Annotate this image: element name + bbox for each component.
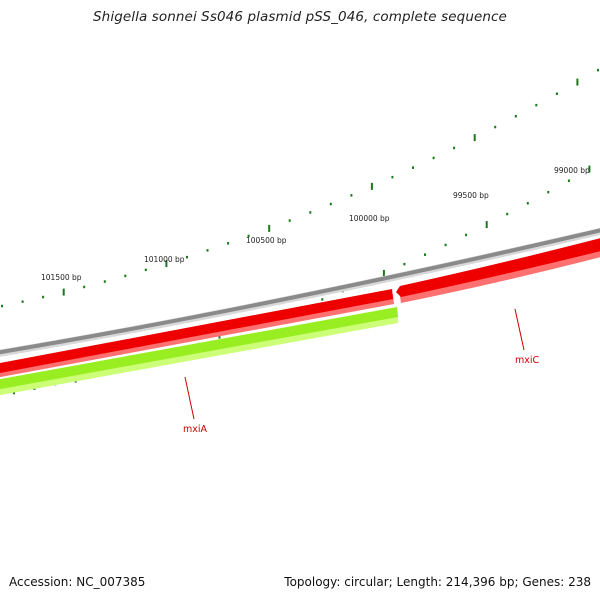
gene-label-mxiC: mxiC [515,355,540,366]
outer-ring-minor-tick [329,202,332,206]
inner-ring-minor-tick [218,336,221,339]
outer-ring-minor-tick [555,92,558,95]
outer-ring-minor-tick [597,68,599,72]
tick-label-100000: 100000 bp [349,214,390,223]
outer-ring-minor-tick [514,115,517,118]
outer-ring-minor-tick [494,125,497,129]
outer-ring-minor-tick [247,234,250,238]
inner-ring-minor-tick [321,298,324,301]
inner-ring-minor-tick [424,253,426,256]
inner-ring-minor-tick [13,391,15,395]
mxiC-label-line [514,308,525,351]
outer-ring-minor-tick [1,304,3,308]
backbone-ring-core [0,228,600,355]
inner-ring-major-tick [485,221,488,229]
outer-ring-minor-tick [412,166,414,169]
inner-ring-major-tick [588,165,591,173]
gene-mxiA[interactable] [0,307,398,396]
outer-ring-major-tick [62,288,65,296]
gene-mxiA-forward[interactable] [0,289,394,378]
outer-ring-minor-tick [124,274,127,278]
outer-ring-minor-tick [83,285,86,289]
outer-ring-minor-tick [206,249,209,252]
topology-summary-text: Topology: circular; Length: 214,396 bp; … [284,575,591,589]
outer-ring-minor-tick [432,156,435,160]
tick-label-99500: 99500 bp [453,191,489,200]
outer-ring-minor-tick [227,242,230,245]
accession-text: Accession: NC_007385 [9,575,146,589]
gene-mxiC[interactable] [396,237,600,303]
tick-label-101000: 101000 bp [144,255,185,264]
outer-ring-minor-tick [391,175,394,179]
outer-ring-major-tick [473,134,476,142]
outer-ring-minor-tick [350,194,353,197]
inner-ring-minor-tick [465,233,468,237]
outer-ring-major-tick [268,224,271,232]
inner-ring-major-tick [382,269,385,277]
outer-ring-minor-tick [21,300,24,303]
inner-ring-minor-tick [444,243,447,247]
inner-ring-minor-tick [547,190,550,194]
tick-label-99000: 99000 bp [554,166,590,175]
outer-ring-minor-tick [288,219,291,222]
inner-ring-minor-tick [526,202,529,205]
inner-ring-minor-tick [403,262,406,266]
mxiA-label-line [184,376,195,420]
outer-ring-major-tick [370,182,373,190]
outer-ring-minor-tick [535,103,538,107]
inner-ring-minor-tick [567,179,570,182]
outer-ring-major-tick [165,260,168,268]
outer-ring-minor-tick [186,255,188,259]
tick-label-101500: 101500 bp [41,273,82,282]
inner-ring-minor-tick [506,212,509,216]
outer-ring-minor-tick [453,146,456,150]
tick-label-100500: 100500 bp [246,236,287,245]
outer-ring-minor-tick [42,295,45,299]
outer-ring-minor-tick [103,280,106,283]
map-title: Shigella sonnei Ss046 plasmid pSS_046, c… [93,9,507,25]
outer-ring-minor-tick [309,211,312,214]
outer-tick-marks [1,68,599,308]
outer-ring-minor-tick [144,268,147,272]
gene-label-mxiA: mxiA [183,424,208,435]
outer-ring-major-tick [576,78,579,86]
